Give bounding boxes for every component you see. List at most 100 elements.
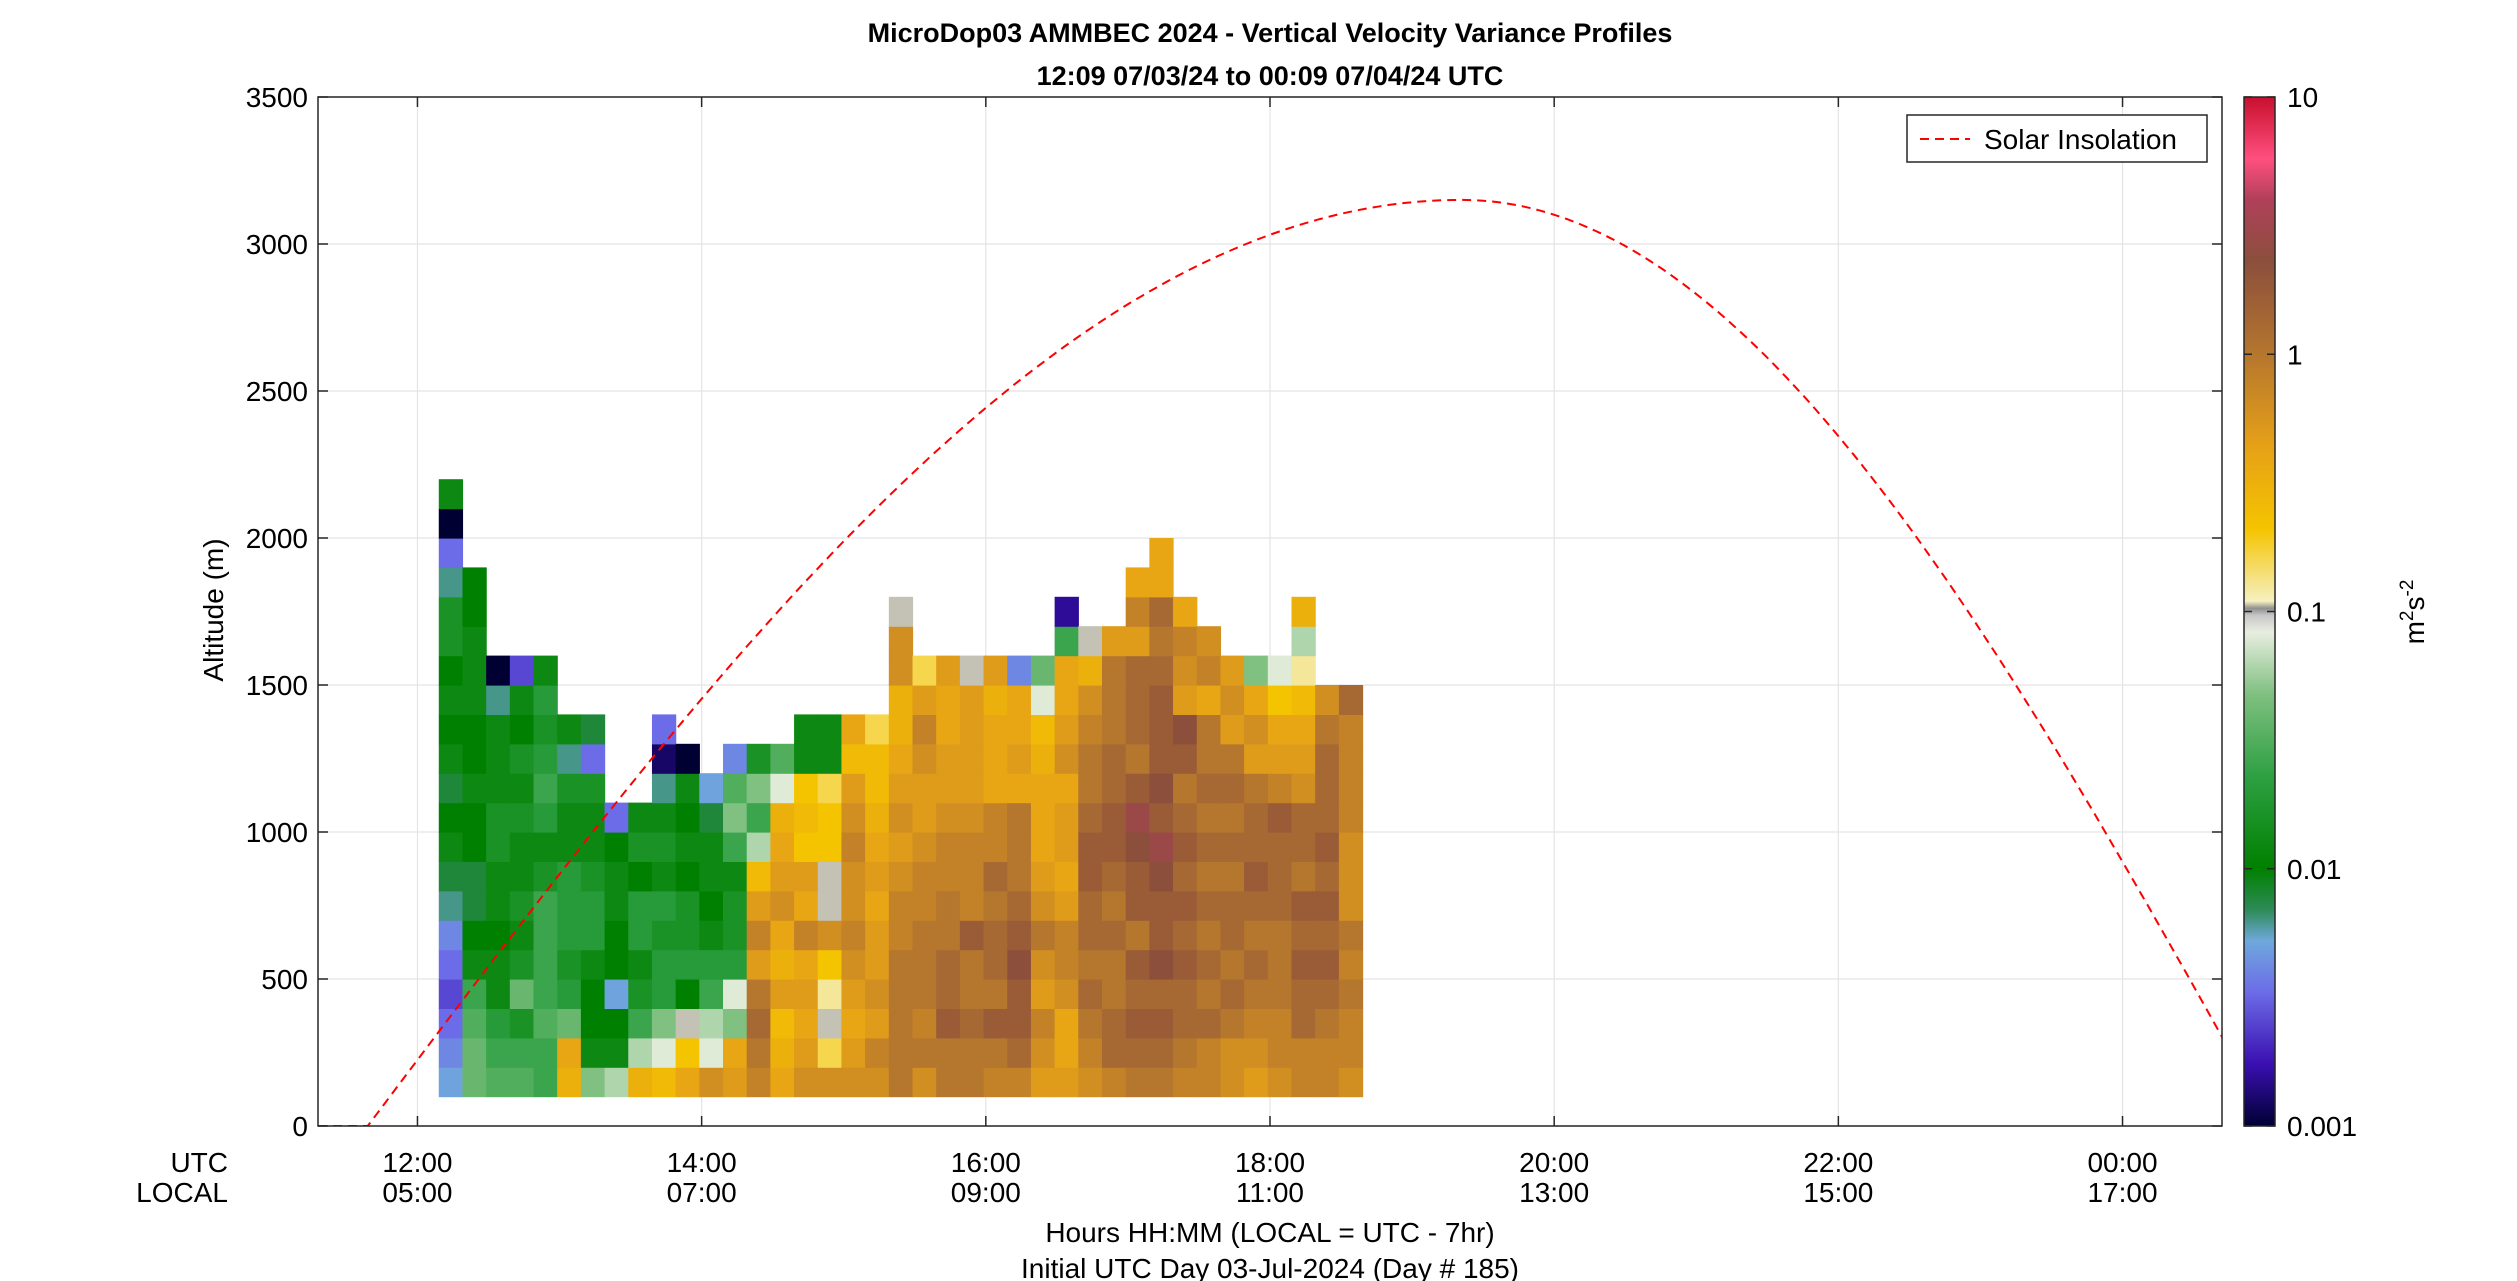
heatmap-cell (984, 656, 1008, 686)
heatmap-cell (1007, 920, 1031, 950)
heatmap-cell (865, 920, 889, 950)
heatmap-cell (581, 861, 605, 891)
heatmap-cell (1007, 861, 1031, 891)
heatmap-cell (984, 1038, 1008, 1068)
heatmap-cell (534, 714, 558, 744)
heatmap-cell (581, 979, 605, 1009)
heatmap-cell (510, 803, 534, 833)
heatmap-cell (534, 803, 558, 833)
heatmap-cell (1031, 803, 1055, 833)
heatmap-cell (913, 861, 937, 891)
heatmap-cell (510, 861, 534, 891)
colorbar-tick-label: 1 (2287, 339, 2303, 370)
heatmap-cell (557, 1038, 581, 1068)
heatmap-cell (462, 950, 486, 980)
heatmap-cell (723, 920, 747, 950)
x-tick-label-local: 07:00 (667, 1177, 737, 1208)
heatmap-cell (889, 656, 913, 686)
heatmap-cell (747, 803, 771, 833)
heatmap-cell (557, 1008, 581, 1038)
heatmap-cell (1149, 685, 1173, 715)
heatmap-cell (462, 803, 486, 833)
heatmap-cell (960, 714, 984, 744)
heatmap-cell (1078, 714, 1102, 744)
heatmap-cell (1197, 744, 1221, 774)
heatmap-cell (1173, 1038, 1197, 1068)
heatmap-cell (960, 1008, 984, 1038)
heatmap-cell (1102, 1008, 1126, 1038)
heatmap-cell (960, 832, 984, 862)
heatmap-cell (1244, 891, 1268, 921)
heatmap-cell (1007, 1067, 1031, 1097)
heatmap-cell (913, 832, 937, 862)
heatmap-cell (652, 803, 676, 833)
heatmap-cell (1268, 1008, 1292, 1038)
heatmap-cell (865, 979, 889, 1009)
heatmap-cell (486, 803, 510, 833)
heatmap-cell (486, 920, 510, 950)
heatmap-cell (1149, 567, 1173, 597)
x-axis-sublabel: Initial UTC Day 03-Jul-2024 (Day # 185) (1021, 1253, 1519, 1281)
heatmap-cell (1197, 773, 1221, 803)
heatmap-cell (1078, 832, 1102, 862)
heatmap-cell (1126, 950, 1150, 980)
heatmap-cell (581, 714, 605, 744)
heatmap-cell (1031, 950, 1055, 980)
heatmap-cell (960, 1067, 984, 1097)
heatmap-cell (1173, 685, 1197, 715)
heatmap-cell (1173, 773, 1197, 803)
heatmap-cell (628, 979, 652, 1009)
heatmap-cell (841, 714, 865, 744)
chart-title: MicroDop03 AMMBEC 2024 - Vertical Veloci… (868, 18, 1673, 48)
heatmap-cell (1149, 920, 1173, 950)
heatmap-cell (1173, 803, 1197, 833)
heatmap-cell (1244, 744, 1268, 774)
heatmap-cell (628, 803, 652, 833)
heatmap-cell (1220, 744, 1244, 774)
heatmap-cell (1149, 656, 1173, 686)
heatmap-cell (1339, 861, 1363, 891)
heatmap-cell (1315, 744, 1339, 774)
heatmap-cell (1244, 920, 1268, 950)
heatmap-cell (1007, 803, 1031, 833)
x-tick-label-utc: 22:00 (1803, 1147, 1873, 1178)
heatmap-cell (889, 1008, 913, 1038)
heatmap-cell (557, 832, 581, 862)
heatmap-cell (889, 1067, 913, 1097)
heatmap-cell (1268, 803, 1292, 833)
heatmap-cell (605, 803, 629, 833)
heatmap-cell (1149, 773, 1173, 803)
heatmap-cell (1126, 744, 1150, 774)
heatmap-cell (1220, 950, 1244, 980)
heatmap-cell (770, 979, 794, 1009)
heatmap-cell (723, 1067, 747, 1097)
heatmap-cell (984, 744, 1008, 774)
heatmap-cell (1126, 567, 1150, 597)
heatmap-cell (1173, 744, 1197, 774)
heatmap-cell (1055, 714, 1079, 744)
heatmap-cell (1102, 861, 1126, 891)
heatmap-cell (889, 979, 913, 1009)
heatmap-cell (889, 861, 913, 891)
heatmap-cell (699, 773, 723, 803)
heatmap-cell (1149, 744, 1173, 774)
heatmap-cell (486, 950, 510, 980)
heatmap-cell (984, 803, 1008, 833)
heatmap-cell (818, 744, 842, 774)
heatmap-cell (865, 803, 889, 833)
heatmap-cell (841, 950, 865, 980)
heatmap-cell (652, 1008, 676, 1038)
heatmap-cell (865, 1038, 889, 1068)
heatmap-cell (1102, 685, 1126, 715)
heatmap-cell (984, 832, 1008, 862)
heatmap-cell (865, 773, 889, 803)
heatmap-cell (1149, 626, 1173, 656)
heatmap-cell (534, 891, 558, 921)
heatmap-cell (1149, 597, 1173, 627)
x-tick-label-local: 17:00 (2087, 1177, 2157, 1208)
heatmap-cell (960, 685, 984, 715)
heatmap-cell (1197, 685, 1221, 715)
heatmap-cell (913, 1067, 937, 1097)
heatmap-cell (747, 1038, 771, 1068)
heatmap-cell (557, 950, 581, 980)
